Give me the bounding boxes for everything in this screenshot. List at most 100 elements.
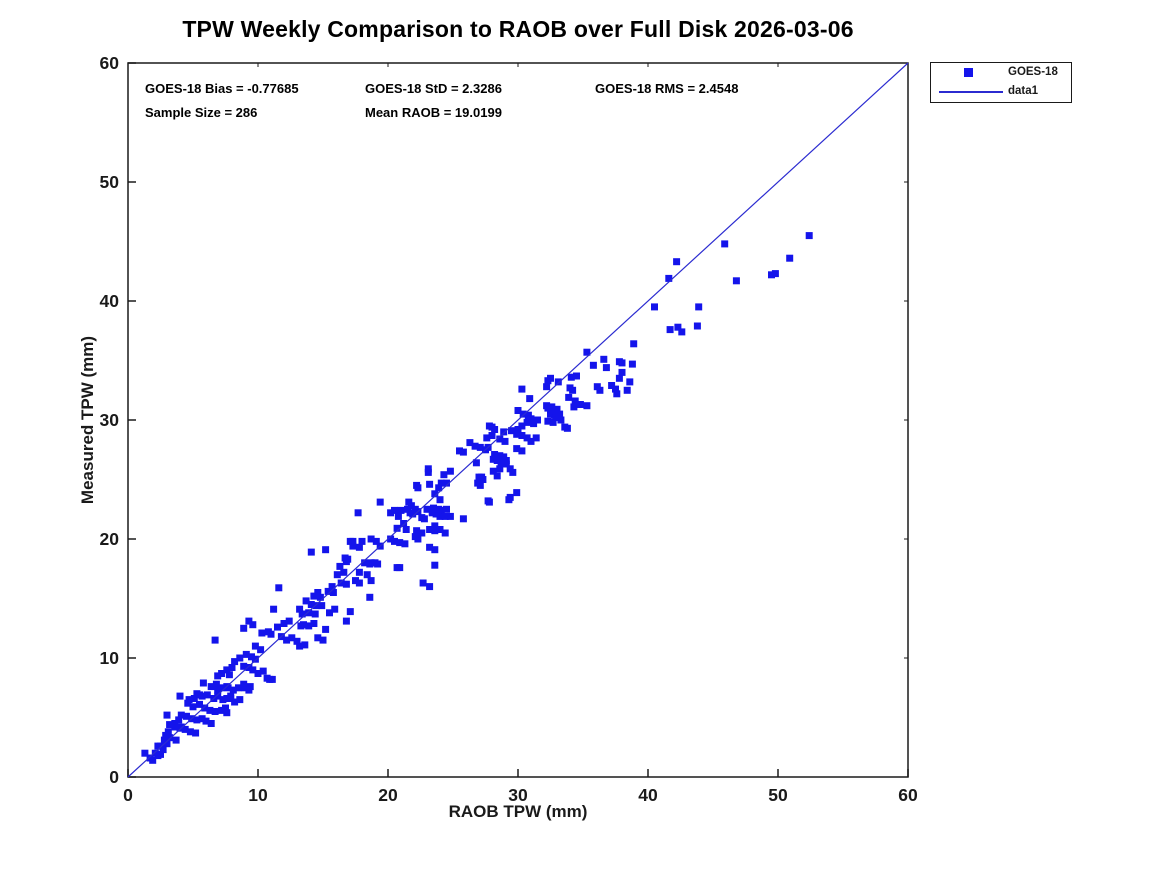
data-point-marker — [459, 448, 467, 456]
data-point-marker — [333, 571, 341, 579]
data-point-marker — [248, 653, 255, 661]
data-point-marker — [313, 602, 320, 610]
data-point-marker — [548, 403, 556, 411]
data-point-marker — [322, 625, 330, 633]
data-point-marker — [374, 560, 382, 568]
data-point-marker — [623, 386, 631, 394]
data-point-marker — [428, 509, 436, 517]
data-point-marker — [349, 537, 357, 545]
data-point-marker — [405, 498, 413, 506]
data-point-marker — [214, 686, 222, 694]
data-point-marker — [666, 326, 674, 334]
data-point-marker — [571, 397, 579, 405]
data-point-marker — [437, 506, 445, 514]
data-point-marker — [513, 430, 521, 438]
data-point-marker — [316, 593, 324, 601]
data-point-marker — [732, 277, 740, 285]
data-point-marker — [149, 756, 157, 764]
data-point-marker — [183, 712, 190, 720]
data-point-marker — [163, 740, 171, 748]
data-point-marker — [336, 562, 344, 570]
data-point-marker — [396, 539, 404, 547]
data-point-marker — [583, 402, 591, 410]
data-point-marker — [489, 455, 497, 463]
data-point-marker — [485, 498, 493, 506]
data-point-marker — [547, 374, 554, 382]
data-point-marker — [342, 617, 350, 625]
data-point-marker — [298, 610, 306, 618]
data-point-marker — [401, 540, 409, 548]
data-point-marker — [367, 559, 375, 567]
data-point-marker — [569, 386, 577, 394]
data-point-marker — [553, 405, 561, 413]
scatter-series-GOES-18 — [141, 232, 813, 764]
data-point-marker — [344, 555, 352, 563]
data-point-marker — [805, 232, 813, 240]
data-point-marker — [177, 723, 185, 731]
data-point-marker — [224, 684, 232, 692]
data-point-marker — [437, 479, 445, 487]
data-point-marker — [363, 571, 371, 579]
data-point-marker — [257, 646, 265, 654]
data-point-marker — [227, 692, 235, 700]
data-point-marker — [615, 374, 623, 382]
data-point-marker — [618, 359, 626, 367]
data-point-marker — [496, 452, 504, 460]
x-tick-label: 50 — [768, 785, 788, 805]
data-point-marker — [274, 623, 281, 631]
data-point-marker — [163, 711, 171, 719]
data-point-marker — [441, 512, 449, 520]
data-point-marker — [329, 589, 337, 596]
x-tick-label: 30 — [508, 785, 528, 805]
data-point-marker — [254, 670, 262, 677]
data-point-marker — [268, 675, 276, 683]
data-point-marker — [202, 717, 210, 725]
data-point-marker — [436, 512, 444, 520]
data-point-marker — [432, 510, 440, 518]
data-point-marker — [394, 512, 402, 520]
data-point-marker — [314, 589, 322, 596]
data-point-marker — [196, 700, 203, 708]
data-point-marker — [307, 548, 315, 556]
data-point-marker — [479, 476, 487, 483]
legend-label: data1 — [1008, 85, 1039, 97]
data-point-marker — [608, 382, 616, 389]
data-point-marker — [288, 634, 296, 642]
data-point-marker — [366, 593, 374, 601]
data-point-marker — [319, 636, 327, 644]
data-point-marker — [518, 422, 526, 430]
x-tick-label: 0 — [123, 785, 133, 805]
data-point-marker — [314, 634, 322, 642]
data-point-marker — [513, 445, 521, 453]
data-point-marker — [489, 467, 497, 475]
data-point-marker — [544, 404, 552, 412]
data-point-marker — [280, 620, 288, 627]
data-point-marker — [426, 526, 434, 533]
data-point-marker — [456, 447, 463, 455]
data-point-marker — [430, 504, 437, 512]
data-point-marker — [218, 706, 226, 714]
data-point-marker — [626, 378, 634, 386]
data-point-marker — [219, 696, 227, 704]
data-point-marker — [157, 750, 164, 758]
data-point-marker — [218, 684, 226, 692]
data-point-marker — [141, 749, 149, 757]
data-point-marker — [241, 684, 249, 692]
data-point-marker — [342, 580, 350, 588]
data-point-marker — [176, 692, 184, 700]
data-point-marker — [518, 432, 526, 439]
x-tick-label: 40 — [638, 785, 658, 805]
data-point-marker — [500, 428, 508, 436]
data-point-marker — [185, 696, 193, 704]
data-point-marker — [496, 465, 504, 473]
data-point-marker — [436, 526, 444, 533]
data-point-marker — [372, 537, 380, 545]
data-point-marker — [431, 490, 439, 498]
data-point-marker — [192, 729, 200, 737]
data-point-marker — [431, 561, 439, 569]
data-point-marker — [519, 410, 527, 418]
data-point-marker — [518, 385, 526, 393]
data-point-marker — [235, 684, 242, 692]
data-point-marker — [674, 323, 682, 331]
data-point-marker — [172, 736, 180, 744]
